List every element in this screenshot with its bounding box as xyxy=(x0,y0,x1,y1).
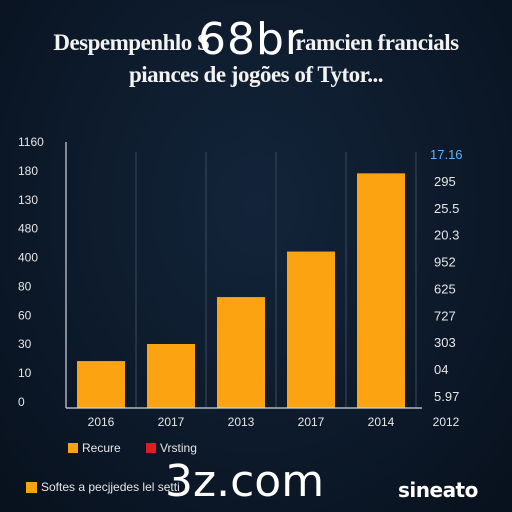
chart-title-line2: piances de jogões of Tytor... xyxy=(128,62,384,87)
legend-label-vrsting: Vrsting xyxy=(160,441,197,455)
bar xyxy=(287,251,335,408)
right-tick-label: 17.16 xyxy=(430,147,463,162)
left-tick-label: 60 xyxy=(18,308,32,322)
bar xyxy=(77,361,125,408)
left-tick-labels: 0 10 30 60 80 400 480 130 180 1160 xyxy=(18,135,44,409)
right-tick-label: 727 xyxy=(434,308,456,323)
right-tick-labels: 5.97 04 303 727 625 952 20.3 25.5 295 17.16 xyxy=(430,147,463,404)
axes xyxy=(65,142,422,409)
right-tick-label: 295 xyxy=(434,174,456,189)
chart-title-line1-end: ramcien francials xyxy=(295,30,459,55)
legend-swatch-note xyxy=(26,481,37,493)
legend-item-vrsting: Vrsting xyxy=(146,441,197,455)
watermark-bottom: 3z.com xyxy=(165,456,325,507)
right-tick-label: 20.3 xyxy=(434,228,459,243)
x-tick-label: 2016 xyxy=(88,415,115,429)
bar xyxy=(147,344,195,408)
left-tick-label: 180 xyxy=(18,164,38,178)
chart-title-line1: Despempenhlo S ramcien francials xyxy=(0,30,512,56)
watermark-top: 68br xyxy=(198,14,305,65)
x-tick-label: 2013 xyxy=(228,415,255,429)
watermark-right: sineato xyxy=(398,478,478,502)
x-tick-label-extra: 2012 xyxy=(433,415,460,429)
right-tick-label: 04 xyxy=(434,362,448,377)
bars xyxy=(77,173,405,408)
legend-note: Softes a pecjjedes lel setti xyxy=(26,480,180,494)
left-tick-label: 10 xyxy=(18,366,32,380)
left-tick-label: 1160 xyxy=(18,135,44,149)
x-tick-label: 2017 xyxy=(298,415,325,429)
x-tick-labels: 2016 2017 2013 2017 2014 2012 xyxy=(88,415,460,429)
right-tick-label: 25.5 xyxy=(434,201,459,216)
bar xyxy=(357,173,405,408)
bar xyxy=(217,297,265,408)
left-tick-label: 400 xyxy=(18,251,38,265)
legend-swatch-red xyxy=(146,443,156,453)
left-tick-label: 80 xyxy=(18,279,32,293)
x-tick-label: 2017 xyxy=(158,415,185,429)
right-tick-label: 625 xyxy=(434,281,456,296)
right-tick-label: 952 xyxy=(434,255,456,270)
legend-swatch-orange xyxy=(68,443,78,453)
left-tick-label: 0 xyxy=(18,395,25,409)
left-tick-label: 130 xyxy=(18,193,38,207)
right-tick-label: 5.97 xyxy=(434,389,459,404)
legend-note-label: Softes a pecjjedes lel setti xyxy=(41,480,180,494)
left-tick-label: 480 xyxy=(18,222,38,236)
chart-title-line1-start: Despempenhlo S xyxy=(53,30,210,55)
right-tick-label: 303 xyxy=(434,335,456,350)
x-tick-label: 2014 xyxy=(368,415,395,429)
legend-item-recure: Recure xyxy=(68,441,121,455)
left-tick-label: 30 xyxy=(18,337,32,351)
legend-label-recure: Recure xyxy=(82,441,121,455)
